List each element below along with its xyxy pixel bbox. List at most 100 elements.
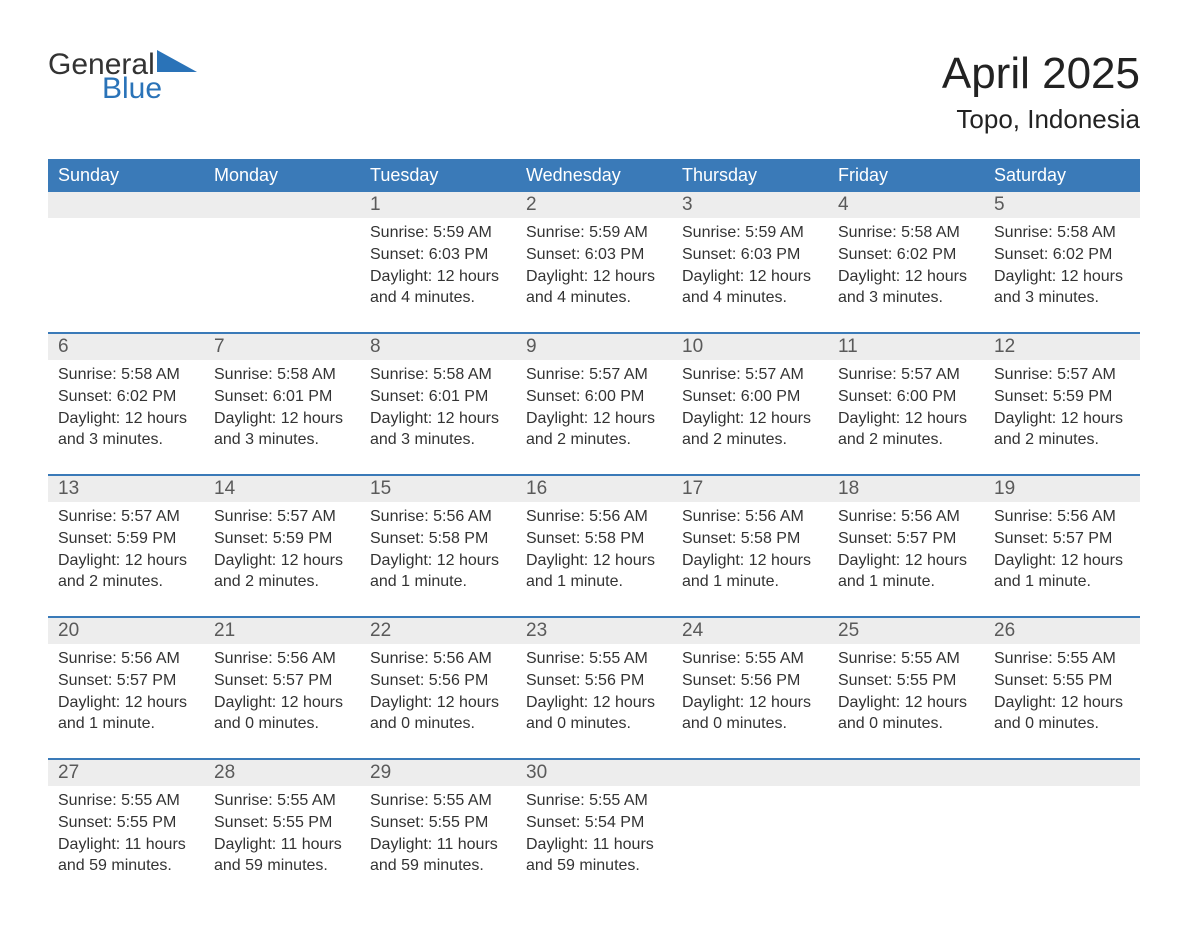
daylight-text: Daylight: 12 hours and 2 minutes. xyxy=(838,408,974,451)
day-number: 22 xyxy=(360,618,516,644)
day-cell: Sunrise: 5:56 AMSunset: 5:58 PMDaylight:… xyxy=(360,502,516,602)
daylight-text: Daylight: 11 hours and 59 minutes. xyxy=(526,834,662,877)
day-cell: Sunrise: 5:55 AMSunset: 5:55 PMDaylight:… xyxy=(828,644,984,744)
day-cell: Sunrise: 5:57 AMSunset: 5:59 PMDaylight:… xyxy=(48,502,204,602)
sunset-text: Sunset: 6:02 PM xyxy=(994,244,1130,266)
daydata-row: Sunrise: 5:55 AMSunset: 5:55 PMDaylight:… xyxy=(48,786,1140,886)
sunset-text: Sunset: 5:55 PM xyxy=(58,812,194,834)
daylight-text: Daylight: 11 hours and 59 minutes. xyxy=(214,834,350,877)
day-number: 3 xyxy=(672,192,828,218)
sunset-text: Sunset: 5:58 PM xyxy=(370,528,506,550)
sunset-text: Sunset: 5:55 PM xyxy=(214,812,350,834)
day-cell: Sunrise: 5:55 AMSunset: 5:56 PMDaylight:… xyxy=(516,644,672,744)
sunset-text: Sunset: 5:57 PM xyxy=(994,528,1130,550)
sunset-text: Sunset: 5:56 PM xyxy=(370,670,506,692)
day-number: 26 xyxy=(984,618,1140,644)
day-number: 28 xyxy=(204,760,360,786)
day-number: 19 xyxy=(984,476,1140,502)
daylight-text: Daylight: 11 hours and 59 minutes. xyxy=(58,834,194,877)
sunrise-text: Sunrise: 5:58 AM xyxy=(838,222,974,244)
day-cell xyxy=(204,218,360,318)
daylight-text: Daylight: 12 hours and 1 minute. xyxy=(682,550,818,593)
weekday-header: Monday xyxy=(204,159,360,192)
daylight-text: Daylight: 12 hours and 3 minutes. xyxy=(370,408,506,451)
day-number: 21 xyxy=(204,618,360,644)
sunset-text: Sunset: 5:57 PM xyxy=(58,670,194,692)
sunset-text: Sunset: 5:59 PM xyxy=(58,528,194,550)
day-cell: Sunrise: 5:58 AMSunset: 6:02 PMDaylight:… xyxy=(48,360,204,460)
daylight-text: Daylight: 12 hours and 1 minute. xyxy=(994,550,1130,593)
day-number: 10 xyxy=(672,334,828,360)
sunrise-text: Sunrise: 5:55 AM xyxy=(58,790,194,812)
daylight-text: Daylight: 12 hours and 0 minutes. xyxy=(214,692,350,735)
day-number: 15 xyxy=(360,476,516,502)
day-cell xyxy=(48,218,204,318)
day-number xyxy=(828,760,984,786)
day-cell: Sunrise: 5:58 AMSunset: 6:01 PMDaylight:… xyxy=(360,360,516,460)
day-cell xyxy=(672,786,828,886)
day-cell: Sunrise: 5:56 AMSunset: 5:56 PMDaylight:… xyxy=(360,644,516,744)
day-cell: Sunrise: 5:59 AMSunset: 6:03 PMDaylight:… xyxy=(672,218,828,318)
day-cell: Sunrise: 5:59 AMSunset: 6:03 PMDaylight:… xyxy=(360,218,516,318)
sunset-text: Sunset: 6:01 PM xyxy=(370,386,506,408)
weekday-header: Tuesday xyxy=(360,159,516,192)
sunrise-text: Sunrise: 5:59 AM xyxy=(370,222,506,244)
day-number: 6 xyxy=(48,334,204,360)
sunrise-text: Sunrise: 5:56 AM xyxy=(370,506,506,528)
weekday-header: Saturday xyxy=(984,159,1140,192)
sunset-text: Sunset: 5:54 PM xyxy=(526,812,662,834)
sunset-text: Sunset: 6:02 PM xyxy=(58,386,194,408)
day-cell: Sunrise: 5:57 AMSunset: 5:59 PMDaylight:… xyxy=(984,360,1140,460)
day-cell: Sunrise: 5:57 AMSunset: 6:00 PMDaylight:… xyxy=(516,360,672,460)
daylight-text: Daylight: 12 hours and 0 minutes. xyxy=(838,692,974,735)
weekday-header: Wednesday xyxy=(516,159,672,192)
daylight-text: Daylight: 12 hours and 3 minutes. xyxy=(58,408,194,451)
daylight-text: Daylight: 11 hours and 59 minutes. xyxy=(370,834,506,877)
day-cell: Sunrise: 5:55 AMSunset: 5:55 PMDaylight:… xyxy=(360,786,516,886)
sunrise-text: Sunrise: 5:57 AM xyxy=(994,364,1130,386)
sunset-text: Sunset: 5:55 PM xyxy=(370,812,506,834)
sunset-text: Sunset: 6:03 PM xyxy=(370,244,506,266)
sunrise-text: Sunrise: 5:57 AM xyxy=(214,506,350,528)
week-group: 12345Sunrise: 5:59 AMSunset: 6:03 PMDayl… xyxy=(48,192,1140,318)
week-group: 13141516171819Sunrise: 5:57 AMSunset: 5:… xyxy=(48,474,1140,602)
day-number: 1 xyxy=(360,192,516,218)
day-cell xyxy=(828,786,984,886)
daynum-row: 12345 xyxy=(48,192,1140,218)
day-number: 20 xyxy=(48,618,204,644)
daynum-row: 27282930 xyxy=(48,758,1140,786)
sunset-text: Sunset: 5:58 PM xyxy=(526,528,662,550)
sunrise-text: Sunrise: 5:57 AM xyxy=(838,364,974,386)
day-cell: Sunrise: 5:58 AMSunset: 6:02 PMDaylight:… xyxy=(828,218,984,318)
sunrise-text: Sunrise: 5:56 AM xyxy=(838,506,974,528)
daylight-text: Daylight: 12 hours and 2 minutes. xyxy=(58,550,194,593)
day-cell: Sunrise: 5:57 AMSunset: 5:59 PMDaylight:… xyxy=(204,502,360,602)
sunrise-text: Sunrise: 5:55 AM xyxy=(526,648,662,670)
day-cell: Sunrise: 5:55 AMSunset: 5:54 PMDaylight:… xyxy=(516,786,672,886)
day-number: 18 xyxy=(828,476,984,502)
sunset-text: Sunset: 6:03 PM xyxy=(526,244,662,266)
month-title: April 2025 xyxy=(942,50,1140,98)
sunrise-text: Sunrise: 5:55 AM xyxy=(214,790,350,812)
daylight-text: Daylight: 12 hours and 3 minutes. xyxy=(994,266,1130,309)
sunrise-text: Sunrise: 5:57 AM xyxy=(58,506,194,528)
day-cell: Sunrise: 5:59 AMSunset: 6:03 PMDaylight:… xyxy=(516,218,672,318)
sunrise-text: Sunrise: 5:59 AM xyxy=(526,222,662,244)
sunrise-text: Sunrise: 5:55 AM xyxy=(526,790,662,812)
day-cell: Sunrise: 5:58 AMSunset: 6:01 PMDaylight:… xyxy=(204,360,360,460)
day-cell: Sunrise: 5:56 AMSunset: 5:57 PMDaylight:… xyxy=(828,502,984,602)
sunset-text: Sunset: 6:01 PM xyxy=(214,386,350,408)
day-number: 4 xyxy=(828,192,984,218)
day-number: 27 xyxy=(48,760,204,786)
day-number xyxy=(672,760,828,786)
day-number: 16 xyxy=(516,476,672,502)
daylight-text: Daylight: 12 hours and 4 minutes. xyxy=(370,266,506,309)
daylight-text: Daylight: 12 hours and 0 minutes. xyxy=(994,692,1130,735)
daylight-text: Daylight: 12 hours and 1 minute. xyxy=(58,692,194,735)
sunset-text: Sunset: 6:00 PM xyxy=(682,386,818,408)
sunset-text: Sunset: 6:02 PM xyxy=(838,244,974,266)
sunset-text: Sunset: 5:55 PM xyxy=(994,670,1130,692)
sunset-text: Sunset: 5:56 PM xyxy=(682,670,818,692)
day-cell: Sunrise: 5:56 AMSunset: 5:58 PMDaylight:… xyxy=(672,502,828,602)
sunrise-text: Sunrise: 5:55 AM xyxy=(994,648,1130,670)
